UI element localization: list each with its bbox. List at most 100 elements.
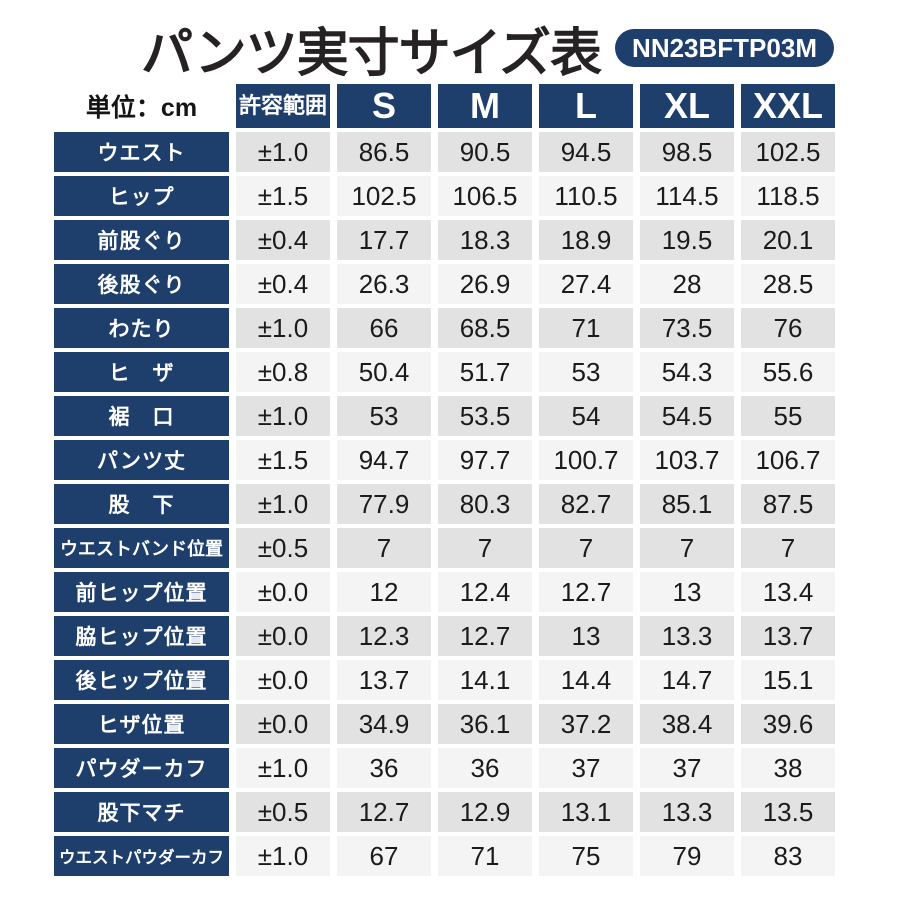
tolerance-cell: ±1.5 [236,440,330,480]
size-value-cell: 13 [539,616,633,656]
size-value-cell: 28.5 [741,264,835,304]
size-value-cell: 7 [640,528,734,568]
size-value-cell: 54.3 [640,352,734,392]
size-value-cell: 26.3 [337,264,431,304]
tolerance-cell: ±0.0 [236,704,330,744]
size-value-cell: 110.5 [539,176,633,216]
size-value-cell: 53 [337,396,431,436]
size-value-cell: 20.1 [741,220,835,260]
row-label: 前股ぐり [54,220,229,260]
size-value-cell: 12.7 [438,616,532,656]
tolerance-cell: ±0.4 [236,264,330,304]
size-value-cell: 102.5 [337,176,431,216]
size-value-cell: 15.1 [741,660,835,700]
tolerance-cell: ±1.5 [236,176,330,216]
size-value-cell: 37 [539,748,633,788]
tolerance-cell: ±1.0 [236,484,330,524]
tolerance-cell: ±1.0 [236,396,330,436]
row-label: ウエストバンド位置 [54,528,229,568]
size-value-cell: 55.6 [741,352,835,392]
size-value-cell: 12 [337,572,431,612]
size-value-cell: 13.3 [640,616,734,656]
size-value-cell: 102.5 [741,132,835,172]
row-label: 裾 口 [54,396,229,436]
size-value-cell: 27.4 [539,264,633,304]
size-value-cell: 13.3 [640,792,734,832]
size-value-cell: 12.7 [539,572,633,612]
size-value-cell: 86.5 [337,132,431,172]
size-value-cell: 87.5 [741,484,835,524]
size-value-cell: 37.2 [539,704,633,744]
size-value-cell: 28 [640,264,734,304]
size-value-cell: 54 [539,396,633,436]
row-label: ウエスト [54,132,229,172]
size-value-cell: 50.4 [337,352,431,392]
size-value-cell: 68.5 [438,308,532,348]
tolerance-cell: ±0.0 [236,616,330,656]
size-value-cell: 36 [337,748,431,788]
size-value-cell: 76 [741,308,835,348]
size-value-cell: 100.7 [539,440,633,480]
size-value-cell: 12.3 [337,616,431,656]
size-value-cell: 18.9 [539,220,633,260]
page-title: パンツ実寸サイズ表 [141,24,602,83]
column-header-size-l: L [539,84,633,128]
size-value-cell: 94.5 [539,132,633,172]
size-value-cell: 79 [640,836,734,876]
size-value-cell: 94.7 [337,440,431,480]
size-value-cell: 7 [539,528,633,568]
size-value-cell: 83 [741,836,835,876]
tolerance-cell: ±1.0 [236,132,330,172]
size-value-cell: 7 [337,528,431,568]
size-value-cell: 54.5 [640,396,734,436]
tolerance-cell: ±1.0 [236,748,330,788]
size-value-cell: 13.4 [741,572,835,612]
size-value-cell: 12.9 [438,792,532,832]
size-value-cell: 14.7 [640,660,734,700]
size-value-cell: 19.5 [640,220,734,260]
row-label: パウダーカフ [54,748,229,788]
size-value-cell: 80.3 [438,484,532,524]
size-table: 単位：cm 許容範囲 S M L XL XXL ウエスト ±1.0 86.5 90.5… [54,84,835,876]
size-value-cell: 26.9 [438,264,532,304]
unit-label: 単位：cm [85,94,198,122]
tolerance-cell: ±0.4 [236,220,330,260]
row-label: 前ヒップ位置 [54,572,229,612]
size-value-cell: 66 [337,308,431,348]
size-value-cell: 13.5 [741,792,835,832]
row-label: パンツ丈 [54,440,229,480]
title-row: パンツ実寸サイズ表 NN23BFTP03M [141,16,834,83]
column-header-size-m: M [438,84,532,128]
size-value-cell: 73.5 [640,308,734,348]
size-value-cell: 38.4 [640,704,734,744]
row-label: 後股ぐり [54,264,229,304]
row-label: ヒップ [54,176,229,216]
size-value-cell: 18.3 [438,220,532,260]
size-value-cell: 14.1 [438,660,532,700]
row-label: 脇ヒップ位置 [54,616,229,656]
size-value-cell: 98.5 [640,132,734,172]
row-label: 後ヒップ位置 [54,660,229,700]
size-value-cell: 53.5 [438,396,532,436]
row-label: ウエストパウダーカフ [54,836,229,876]
column-header-size-s: S [337,84,431,128]
tolerance-cell: ±0.0 [236,660,330,700]
size-value-cell: 13 [640,572,734,612]
size-value-cell: 71 [438,836,532,876]
row-label: ヒザ位置 [54,704,229,744]
size-value-cell: 90.5 [438,132,532,172]
size-value-cell: 17.7 [337,220,431,260]
size-value-cell: 51.7 [438,352,532,392]
size-value-cell: 12.4 [438,572,532,612]
size-value-cell: 37 [640,748,734,788]
size-value-cell: 39.6 [741,704,835,744]
size-value-cell: 75 [539,836,633,876]
tolerance-cell: ±0.5 [236,528,330,568]
size-value-cell: 97.7 [438,440,532,480]
size-value-cell: 7 [438,528,532,568]
size-value-cell: 71 [539,308,633,348]
column-header-size-xxl: XXL [741,84,835,128]
size-value-cell: 82.7 [539,484,633,524]
size-value-cell: 106.5 [438,176,532,216]
